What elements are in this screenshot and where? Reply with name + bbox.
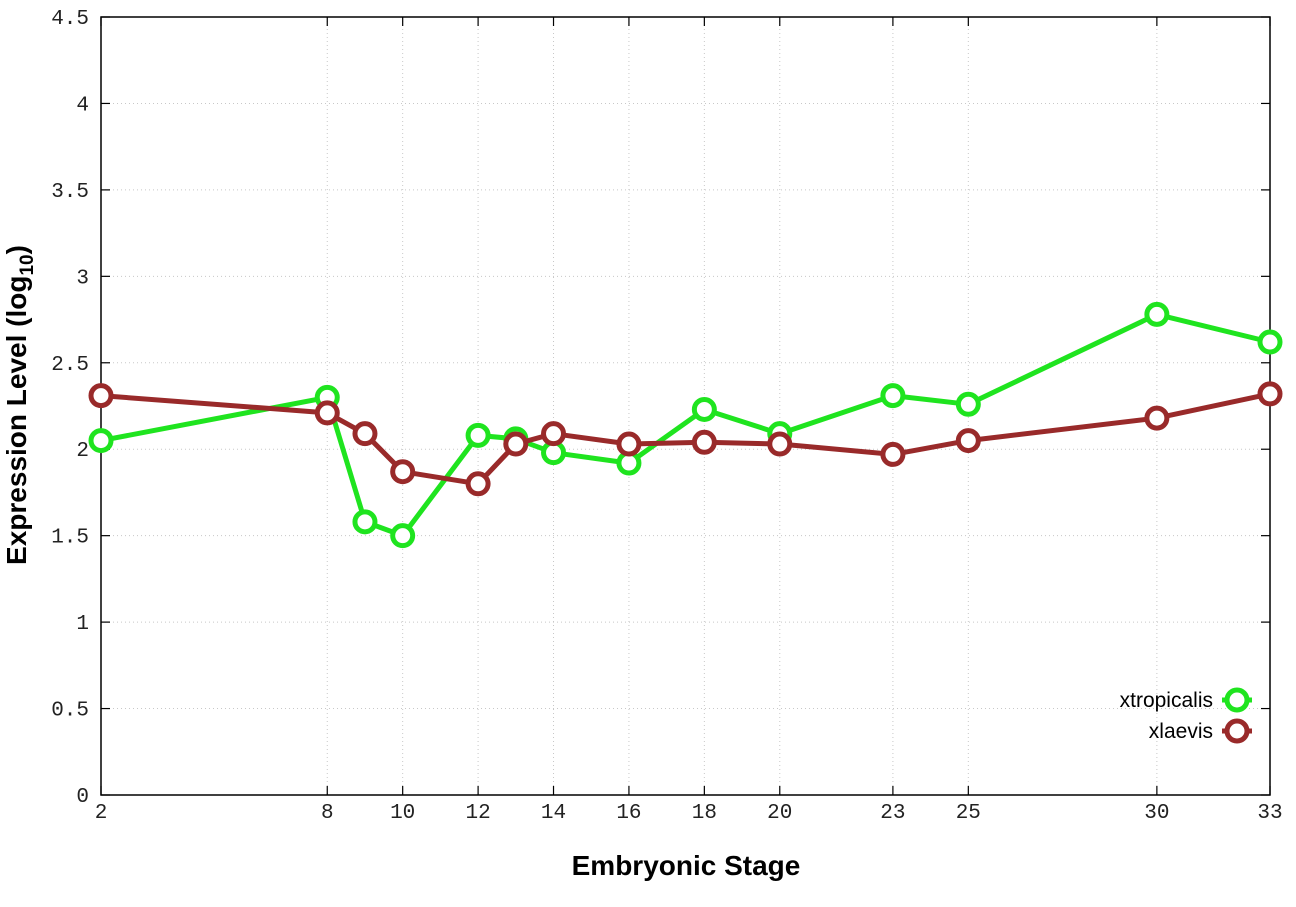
x-tick-label: 23 <box>880 802 905 825</box>
data-point-xtropicalis <box>390 523 416 549</box>
x-tick-label: 12 <box>465 802 490 825</box>
series-lines <box>88 301 1283 549</box>
data-point-xlaevis <box>503 431 529 457</box>
x-tick-label: 10 <box>390 802 415 825</box>
data-point-xlaevis <box>691 429 717 455</box>
y-tick-label: 4 <box>76 94 89 117</box>
legend: xtropicalis xlaevis <box>1120 687 1252 744</box>
series-line-xlaevis <box>98 391 1273 487</box>
data-point-xlaevis <box>314 400 340 426</box>
y-tick-label: 1 <box>76 613 89 636</box>
data-point-xtropicalis <box>352 509 378 535</box>
y-axis-title: Expression Level (log10) <box>1 245 38 565</box>
legend-entry-xtropicalis: xtropicalis <box>1120 687 1252 713</box>
x-axis-title: Embryonic Stage <box>572 850 801 881</box>
data-point-xlaevis <box>390 459 416 485</box>
tick-labels: 0 0.5 1 1.5 2 2.5 3 3.5 4 4.5 2 8 10 12 14 16 18 20 23 25 30… <box>51 8 1282 825</box>
data-point-xlaevis <box>352 421 378 447</box>
y-tick-label: 4.5 <box>51 8 89 31</box>
data-point-xtropicalis <box>1144 301 1170 327</box>
y-tick-label: 0.5 <box>51 700 89 723</box>
data-point-xlaevis <box>1144 405 1170 431</box>
x-tick-label: 8 <box>321 802 334 825</box>
legend-marker-swatch <box>1224 687 1250 713</box>
data-point-xlaevis <box>616 431 642 457</box>
data-point-xlaevis <box>955 428 981 454</box>
x-tick-label: 18 <box>692 802 717 825</box>
data-point-xtropicalis <box>88 428 114 454</box>
legend-label: xlaevis <box>1149 720 1213 743</box>
x-tick-label: 30 <box>1144 802 1169 825</box>
y-tick-label: 2.5 <box>51 354 89 377</box>
data-point-xlaevis <box>465 471 491 497</box>
data-point-xtropicalis <box>880 383 906 409</box>
legend-marker-swatch <box>1224 718 1250 744</box>
x-tick-label: 25 <box>956 802 981 825</box>
data-point-xlaevis <box>88 383 114 409</box>
legend-label: xtropicalis <box>1120 689 1213 712</box>
data-point-xlaevis <box>880 441 906 467</box>
y-tick-label: 1.5 <box>51 527 89 550</box>
y-axis-title-close: ) <box>1 245 32 254</box>
data-point-xlaevis <box>541 421 567 447</box>
axis-ticks <box>100 16 1271 796</box>
y-tick-label: 3.5 <box>51 181 89 204</box>
y-tick-label: 3 <box>76 267 89 290</box>
y-axis-title-main: Expression Level (log <box>1 276 32 565</box>
grid <box>101 17 1270 795</box>
x-tick-label: 16 <box>616 802 641 825</box>
legend-entry-xlaevis: xlaevis <box>1149 718 1252 744</box>
series-xlaevis <box>88 381 1283 497</box>
x-tick-label: 33 <box>1257 802 1282 825</box>
data-point-xtropicalis <box>465 422 491 448</box>
x-tick-label: 20 <box>767 802 792 825</box>
x-tick-label: 14 <box>541 802 566 825</box>
y-tick-label: 0 <box>76 786 89 809</box>
data-point-xtropicalis <box>1257 329 1283 355</box>
y-axis-title-subscript: 10 <box>17 254 38 275</box>
y-tick-label: 2 <box>76 440 89 463</box>
data-point-xtropicalis <box>955 391 981 417</box>
data-point-xlaevis <box>767 431 793 457</box>
data-point-xtropicalis <box>691 396 717 422</box>
x-tick-label: 2 <box>95 802 108 825</box>
data-point-xlaevis <box>1257 381 1283 407</box>
